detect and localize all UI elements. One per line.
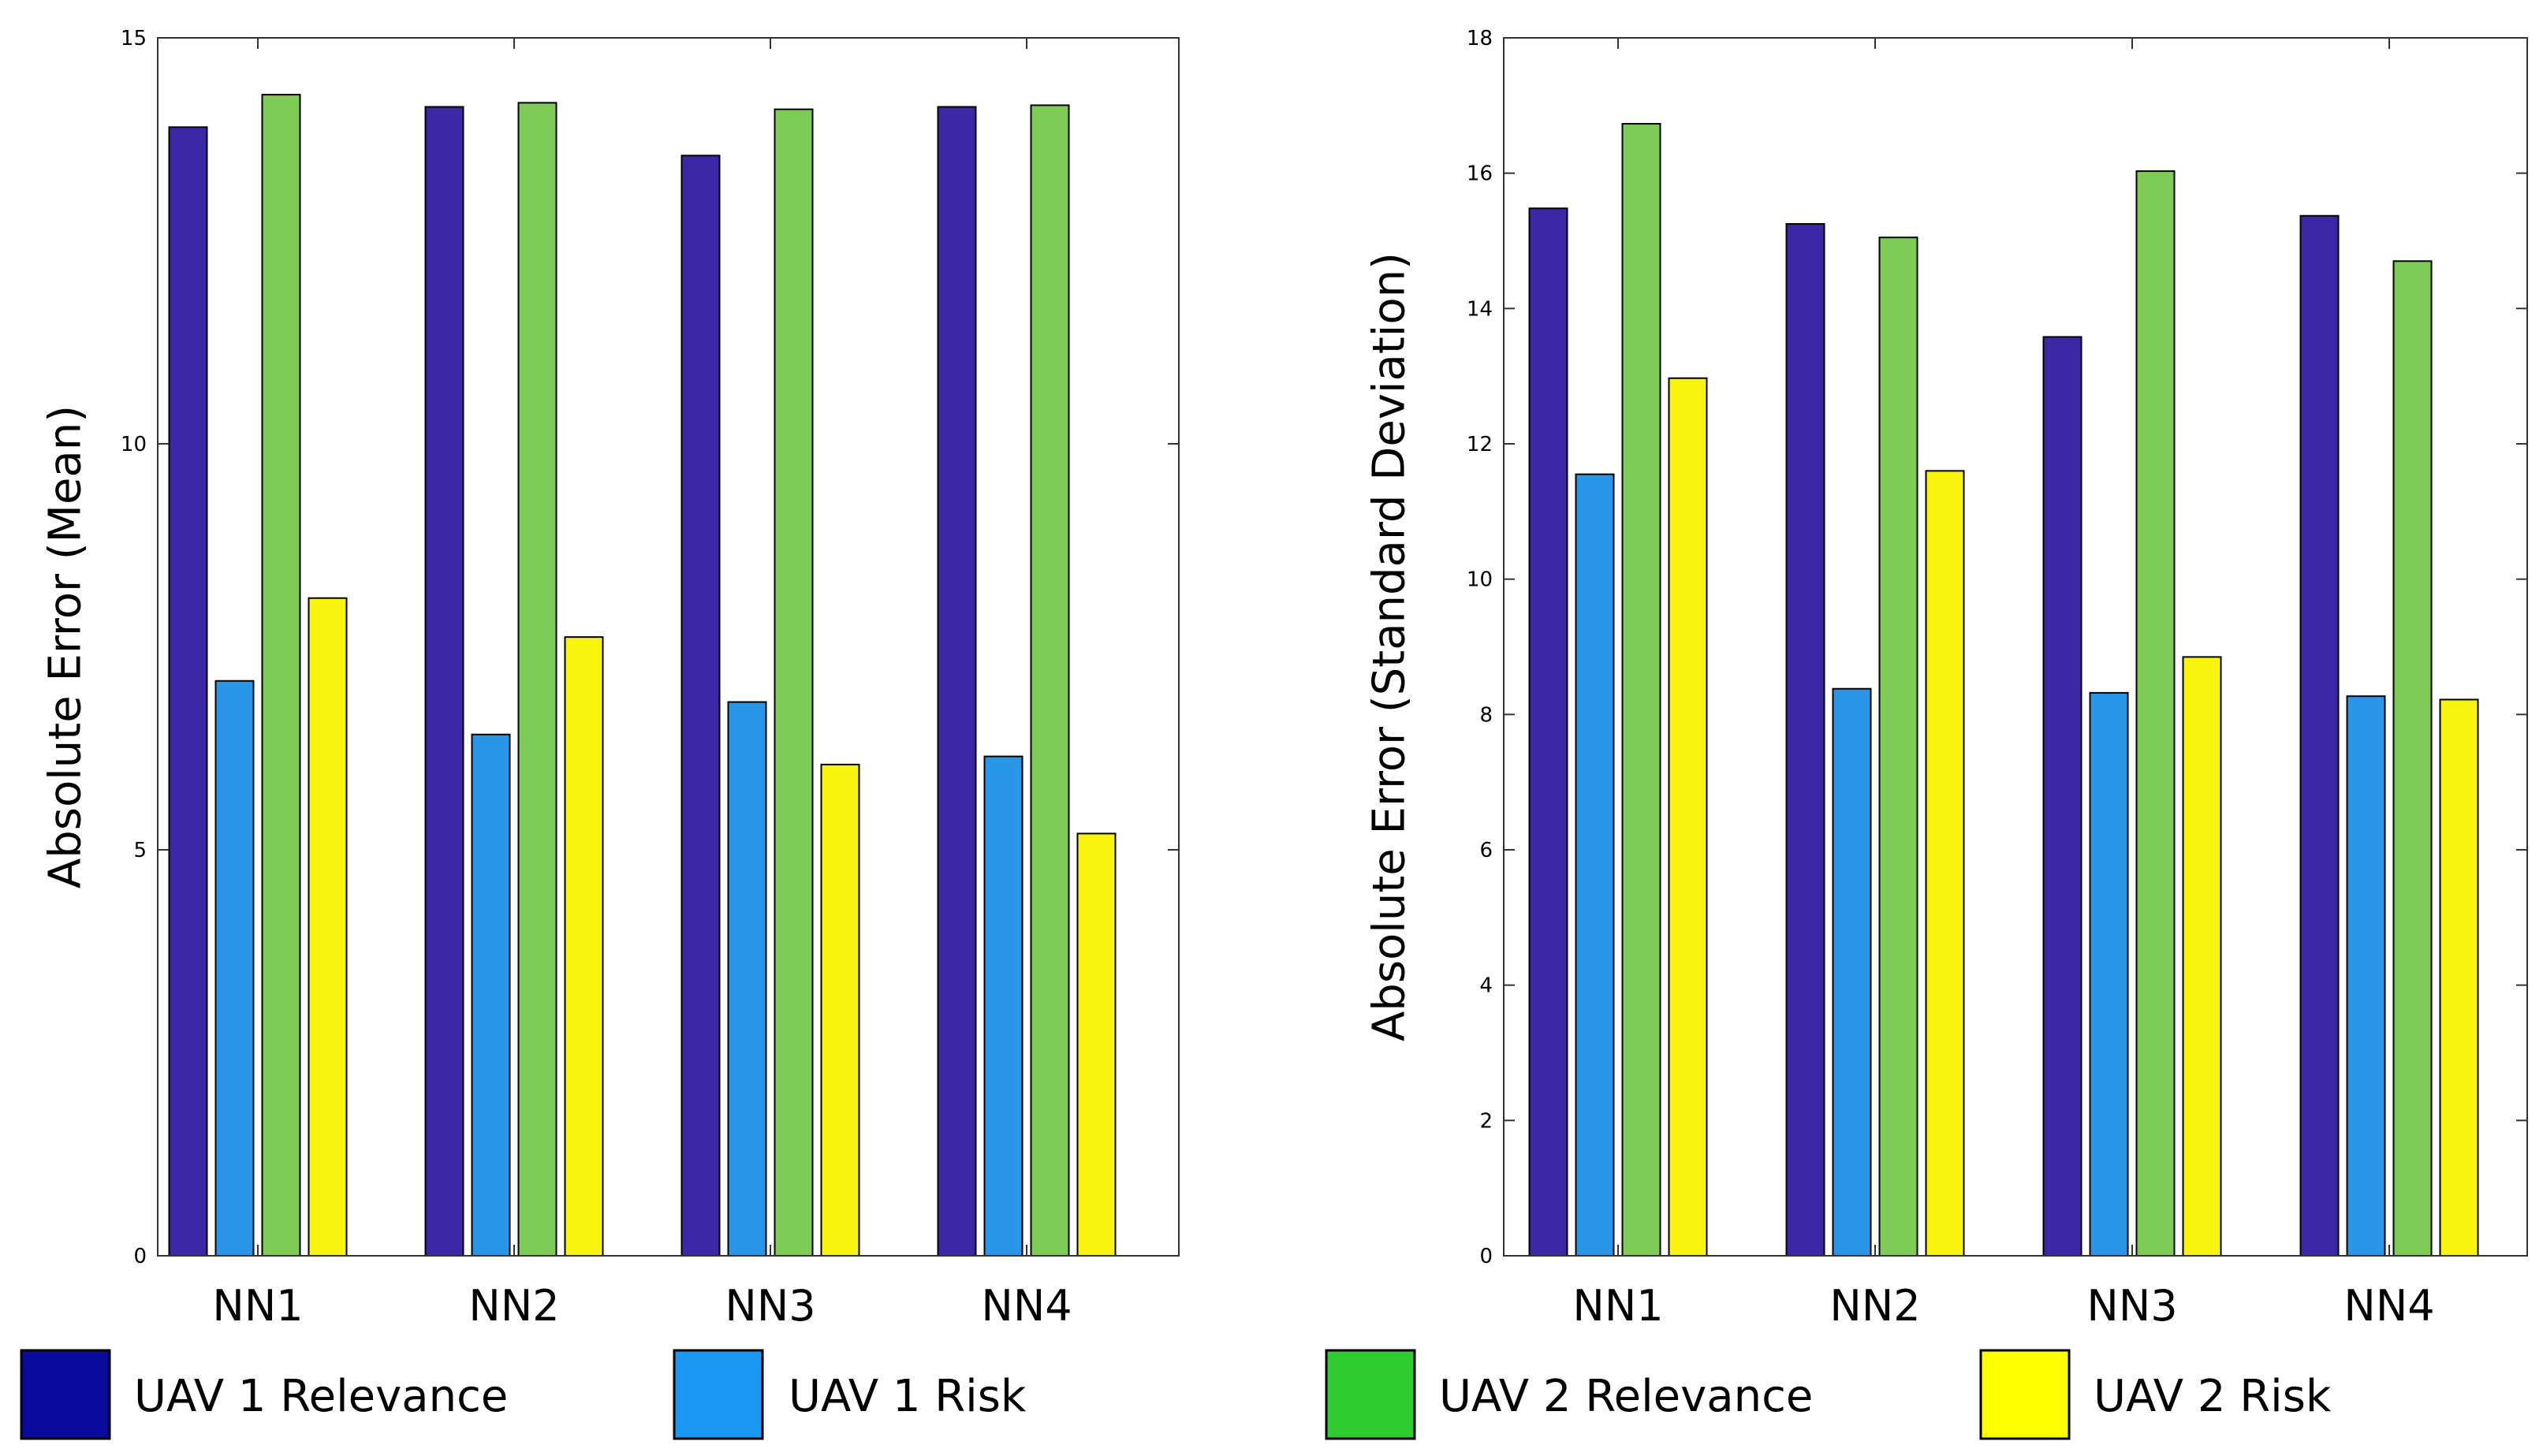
y-tick-label: 12 <box>1467 433 1493 456</box>
bar-nn2-uav2-risk <box>1925 470 1965 1257</box>
plot-area-frame <box>1503 37 2528 1257</box>
legend-label-uav2-relevance: UAV 2 Relevance <box>1439 1371 1813 1422</box>
legend-label-uav1-relevance: UAV 1 Relevance <box>134 1371 508 1422</box>
y-tick-label: 0 <box>133 1245 147 1268</box>
y-axis-label: Absolute Error (Mean) <box>40 405 91 888</box>
x-tick-label-nn4: NN4 <box>2344 1281 2434 1331</box>
legend-item-uav1-relevance: UAV 1 Relevance <box>20 1349 508 1440</box>
bar-nn3-uav1-risk <box>2089 691 2129 1257</box>
bar-nn1-uav1-relevance <box>1528 207 1568 1257</box>
bar-nn4-uav2-risk <box>2439 698 2479 1257</box>
bar-nn2-uav2-relevance <box>1878 236 1918 1257</box>
bar-nn4-uav2-relevance <box>2392 260 2433 1257</box>
y-axis-label: Absolute Error (Standard Deviation) <box>1364 252 1415 1041</box>
x-tick-label-nn2: NN2 <box>468 1281 559 1331</box>
chart-mean-absolute-error: 0 5 10 15 NN1 NN2 NN3 NN4 Absolute Error (Mean) <box>40 27 1180 1331</box>
bar-nn3-uav2-risk <box>820 763 860 1257</box>
bar-nn3-uav2-relevance <box>2135 170 2176 1257</box>
bar-nn3-uav1-risk <box>727 701 767 1257</box>
bar-nn1-uav1-relevance <box>168 126 208 1257</box>
x-tick-label-nn1: NN1 <box>212 1281 303 1331</box>
bar-nn2-uav2-risk <box>564 636 604 1257</box>
bar-nn3-uav1-relevance <box>2042 336 2083 1257</box>
bar-nn1-uav1-risk <box>1575 473 1615 1257</box>
x-tick-label-nn1: NN1 <box>1572 1281 1663 1331</box>
bar-nn2-uav1-risk <box>471 733 511 1257</box>
x-tick-label-nn3: NN3 <box>725 1281 815 1331</box>
bar-nn2-uav1-relevance <box>424 106 464 1257</box>
bar-nn3-uav2-relevance <box>774 108 814 1257</box>
legend-item-uav2-risk: UAV 2 Risk <box>1979 1349 2332 1440</box>
y-tick-label: 6 <box>1479 839 1493 862</box>
bar-nn4-uav2-relevance <box>1030 104 1070 1257</box>
bar-nn4-uav1-relevance <box>937 106 977 1257</box>
legend: UAV 1 Relevance UAV 1 Risk UAV 2 Relevan… <box>20 1349 2332 1440</box>
bar-nn3-uav1-relevance <box>680 155 721 1257</box>
y-tick-label: 10 <box>1467 568 1493 592</box>
y-tick-label: 14 <box>1467 297 1493 321</box>
y-tick-label: 18 <box>1467 27 1493 50</box>
x-tick-label-nn3: NN3 <box>2086 1281 2177 1331</box>
legend-swatch-uav1-risk <box>673 1349 764 1440</box>
plot-area-frame <box>157 37 1180 1257</box>
bar-nn1-uav2-risk <box>1668 377 1708 1257</box>
legend-swatch-uav1-relevance <box>20 1349 111 1440</box>
legend-swatch-uav2-risk <box>1979 1349 2071 1440</box>
x-tick-label-nn2: NN2 <box>1829 1281 1920 1331</box>
bar-nn1-uav1-risk <box>214 680 255 1257</box>
y-tick-label: 5 <box>133 839 147 862</box>
bar-nn1-uav2-relevance <box>261 94 301 1257</box>
legend-item-uav1-risk: UAV 1 Risk <box>673 1349 1027 1440</box>
bar-nn2-uav2-relevance <box>517 102 557 1257</box>
bar-nn4-uav1-risk <box>983 755 1024 1257</box>
bar-nn1-uav2-risk <box>308 597 348 1257</box>
chart-std-absolute-error: 0 2 4 6 8 10 12 14 16 18 NN1 NN2 NN3 NN4 Absolute Erro… <box>1364 27 2528 1331</box>
bar-nn2-uav1-risk <box>1832 687 1872 1257</box>
bar-nn1-uav2-relevance <box>1621 123 1661 1257</box>
legend-item-uav2-relevance: UAV 2 Relevance <box>1325 1349 1813 1440</box>
legend-label-uav2-risk: UAV 2 Risk <box>2094 1371 2332 1422</box>
x-tick-label-nn4: NN4 <box>981 1281 1072 1331</box>
y-tick-label: 16 <box>1467 162 1493 186</box>
y-tick-label: 10 <box>121 433 147 456</box>
y-tick-label: 4 <box>1479 974 1493 998</box>
y-tick-label: 0 <box>1479 1245 1493 1268</box>
bar-nn4-uav2-risk <box>1076 832 1117 1257</box>
y-tick-label: 15 <box>121 27 147 50</box>
y-tick-label: 8 <box>1479 703 1493 727</box>
y-tick-label: 2 <box>1479 1109 1493 1133</box>
bar-nn2-uav1-relevance <box>1785 223 1825 1257</box>
bar-nn3-uav2-risk <box>2182 656 2222 1257</box>
bar-nn4-uav1-risk <box>2346 695 2386 1257</box>
legend-label-uav1-risk: UAV 1 Risk <box>789 1371 1027 1422</box>
legend-swatch-uav2-relevance <box>1325 1349 1416 1440</box>
bar-nn4-uav1-relevance <box>2299 214 2340 1257</box>
